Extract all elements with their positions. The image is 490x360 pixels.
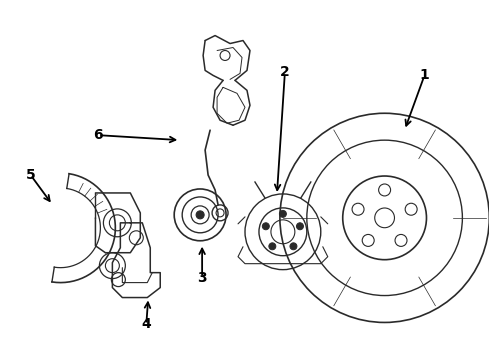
Text: 3: 3 — [197, 271, 207, 285]
Text: 6: 6 — [94, 128, 103, 142]
Circle shape — [296, 223, 303, 230]
Circle shape — [279, 210, 286, 217]
Circle shape — [196, 211, 204, 219]
Text: 2: 2 — [280, 66, 290, 80]
Circle shape — [290, 243, 297, 250]
Circle shape — [269, 243, 276, 250]
Text: 1: 1 — [419, 68, 429, 82]
Text: 4: 4 — [142, 318, 151, 332]
Circle shape — [262, 223, 270, 230]
Text: 5: 5 — [26, 168, 35, 182]
